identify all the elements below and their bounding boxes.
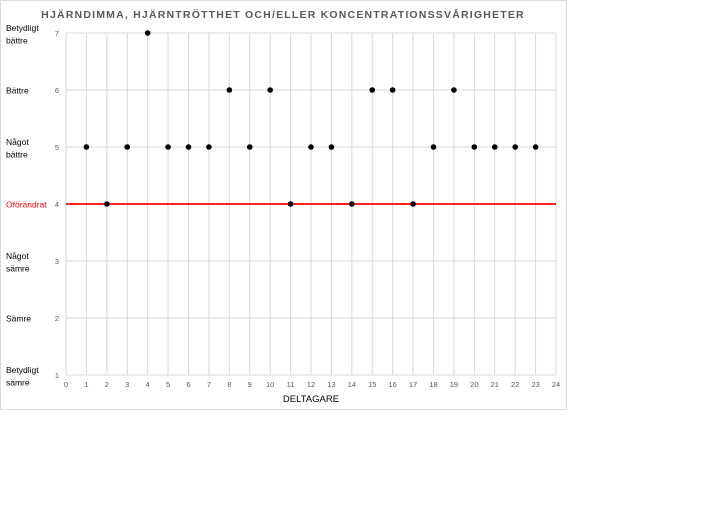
y-tick-label: 2 — [55, 314, 59, 323]
data-point — [328, 144, 335, 150]
x-tick-label: 1 — [84, 380, 88, 389]
y-category-label: bättre — [6, 36, 28, 46]
x-axis-label: DELTAGARE — [283, 394, 339, 405]
x-tick-label: 24 — [552, 380, 560, 389]
x-tick-label: 6 — [186, 380, 190, 389]
y-category-label: sämre — [6, 378, 30, 388]
y-category-label: Betydligt — [6, 365, 39, 375]
data-point — [226, 87, 233, 93]
y-tick-label: 4 — [55, 200, 59, 209]
data-point — [430, 144, 437, 150]
data-point — [144, 30, 151, 36]
data-point — [471, 144, 478, 150]
data-point — [83, 144, 90, 150]
data-points — [83, 30, 539, 207]
y-category-labels: Betydligt bättre Bättre Något bättre Oförändr… — [6, 23, 47, 388]
x-tick-label: 21 — [491, 380, 499, 389]
data-point — [124, 144, 131, 150]
x-tick-label: 22 — [511, 380, 519, 389]
y-tick-label: 1 — [55, 371, 59, 380]
y-tick-label: 5 — [55, 143, 59, 152]
data-point — [491, 144, 498, 150]
x-tick-label: 16 — [388, 380, 396, 389]
x-tick-label: 4 — [146, 380, 150, 389]
y-category-label: Något — [6, 251, 29, 261]
x-tick-label: 23 — [531, 380, 539, 389]
y-tick-label: 7 — [55, 29, 59, 38]
x-tick-label: 9 — [248, 380, 252, 389]
data-point — [389, 87, 396, 93]
data-point — [308, 144, 314, 150]
x-tick-label: 12 — [307, 380, 315, 389]
y-tick-label: 6 — [55, 86, 59, 95]
y-category-label: Bättre — [6, 86, 29, 96]
tick-labels: 0 1 2 3 4 5 6 7 8 9 10 11 12 13 14 15 16 17 18 19 20 21 22 23 24… — [55, 29, 560, 389]
data-point — [206, 144, 212, 150]
data-point — [349, 201, 355, 207]
y-category-label: Sämre — [6, 314, 31, 324]
data-point — [185, 144, 192, 150]
x-tick-label: 17 — [409, 380, 417, 389]
x-tick-label: 15 — [368, 380, 376, 389]
data-point — [369, 87, 376, 93]
x-tick-label: 7 — [207, 380, 211, 389]
x-tick-label: 5 — [166, 380, 170, 389]
y-tick-label: 3 — [55, 257, 59, 266]
data-point — [287, 201, 294, 207]
x-tick-label: 8 — [227, 380, 231, 389]
data-point — [451, 87, 457, 93]
y-category-label: sämre — [6, 264, 30, 274]
data-point — [246, 144, 253, 150]
data-point — [104, 201, 110, 207]
y-category-label: Oförändrat — [6, 200, 47, 210]
x-tick-label: 2 — [105, 380, 109, 389]
data-point — [165, 144, 171, 150]
x-tick-label: 13 — [327, 380, 335, 389]
data-point — [410, 201, 416, 207]
x-tick-label: 0 — [64, 380, 68, 389]
x-tick-label: 10 — [266, 380, 274, 389]
data-point — [267, 87, 273, 93]
x-tick-label: 11 — [287, 380, 295, 389]
x-tick-label: 14 — [348, 380, 356, 389]
data-point — [512, 144, 518, 150]
data-point — [532, 144, 539, 150]
chart-frame — [0, 0, 567, 410]
x-tick-label: 20 — [470, 380, 478, 389]
x-tick-label: 19 — [450, 380, 458, 389]
y-category-label: bättre — [6, 150, 28, 160]
y-category-label: Något — [6, 137, 29, 147]
chart-title: HJÄRNDIMMA, HJÄRNTRÖTTHET OCH/ELLER KONC… — [41, 8, 525, 21]
x-tick-label: 18 — [429, 380, 437, 389]
x-tick-label: 3 — [125, 380, 129, 389]
y-category-label: Betydligt — [6, 23, 39, 33]
